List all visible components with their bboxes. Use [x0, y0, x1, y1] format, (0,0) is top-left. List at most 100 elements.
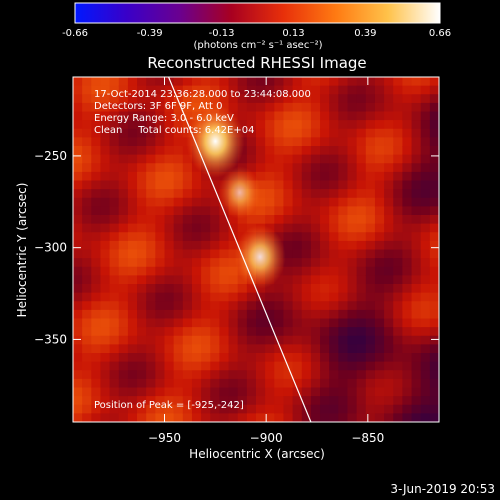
- heatmap-cell: [265, 404, 275, 414]
- heatmap-cell: [173, 413, 184, 422]
- heatmap-cell: [402, 275, 413, 285]
- heatmap-cell: [237, 335, 248, 345]
- heatmap-cell: [265, 327, 275, 337]
- heatmap-cell: [384, 189, 394, 199]
- heatmap-cell: [82, 266, 92, 276]
- heatmap-cell: [210, 197, 220, 207]
- heatmap-cell: [374, 284, 385, 294]
- heatmap-cell: [384, 163, 394, 173]
- heatmap-cell: [402, 85, 413, 95]
- heatmap-cell: [210, 284, 220, 294]
- heatmap-cell: [274, 370, 285, 380]
- heatmap-cell: [210, 189, 220, 199]
- heatmap-cell: [100, 370, 111, 380]
- heatmap-cell: [365, 85, 376, 95]
- heatmap-cell: [127, 284, 138, 294]
- heatmap-cell: [228, 404, 239, 414]
- heatmap-cell: [146, 370, 156, 380]
- heatmap-cell: [164, 396, 175, 406]
- heatmap-cell: [292, 94, 303, 104]
- heatmap-cell: [292, 249, 303, 259]
- heatmap-cell: [146, 189, 156, 199]
- heatmap-cell: [310, 258, 321, 268]
- heatmap-cell: [182, 189, 193, 199]
- heatmap-cell: [182, 171, 193, 182]
- heatmap-cell: [246, 154, 257, 164]
- heatmap-cell: [365, 206, 376, 216]
- heatmap-cell: [393, 189, 403, 199]
- heatmap-cell: [256, 378, 266, 389]
- heatmap-cell: [109, 120, 120, 130]
- heatmap-cell: [274, 171, 285, 182]
- heatmap-cell: [329, 292, 339, 302]
- heatmap-cell: [411, 85, 422, 95]
- heatmap-cell: [109, 180, 120, 190]
- heatmap-cell: [420, 85, 431, 95]
- heatmap-cell: [173, 335, 184, 345]
- heatmap-cell: [411, 344, 422, 354]
- heatmap-cell: [393, 223, 403, 233]
- heatmap-cell: [246, 215, 257, 225]
- heatmap-cell: [356, 77, 367, 87]
- heatmap-cell: [356, 387, 367, 397]
- heatmap-cell: [127, 85, 138, 95]
- heatmap-cell: [191, 353, 202, 363]
- heatmap-cell: [118, 197, 129, 207]
- heatmap-cell: [365, 413, 376, 422]
- heatmap-cell: [393, 344, 403, 354]
- heatmap-cell: [265, 387, 275, 397]
- emission-source: [186, 104, 245, 178]
- heatmap-cell: [301, 266, 312, 276]
- heatmap-cell: [182, 387, 193, 397]
- heatmap-cell: [137, 215, 147, 225]
- heatmap-cell: [73, 240, 83, 251]
- heatmap-cell: [191, 396, 202, 406]
- heatmap-cell: [164, 335, 175, 345]
- heatmap-cell: [201, 266, 211, 276]
- heatmap-cell: [182, 258, 193, 268]
- heatmap-cell: [310, 102, 321, 113]
- heatmap-cell: [201, 353, 211, 363]
- heatmap-cell: [411, 335, 422, 345]
- heatmap-cell: [347, 292, 358, 302]
- heatmap-cell: [274, 215, 285, 225]
- heatmap-cell: [365, 180, 376, 190]
- heatmap-cell: [365, 370, 376, 380]
- heatmap-cell: [356, 266, 367, 276]
- heatmap-cell: [82, 120, 92, 130]
- heatmap-cell: [320, 146, 330, 156]
- heatmap-cell: [91, 413, 102, 422]
- heatmap-cell: [338, 102, 349, 113]
- heatmap-cell: [320, 163, 330, 173]
- heatmap-cell: [265, 154, 275, 164]
- heatmap-cell: [237, 284, 248, 294]
- heatmap-cell: [91, 301, 102, 311]
- heatmap-cell: [146, 223, 156, 233]
- heatmap-cell: [146, 215, 156, 225]
- heatmap-cell: [91, 309, 102, 320]
- heatmap-cell: [265, 94, 275, 104]
- heatmap-cell: [256, 85, 266, 95]
- heatmap-cell: [246, 327, 257, 337]
- heatmap-cell: [301, 335, 312, 345]
- heatmap-cell: [182, 318, 193, 328]
- heatmap-cell: [118, 292, 129, 302]
- heatmap-cell: [201, 318, 211, 328]
- heatmap-cell: [292, 111, 303, 121]
- heatmap-cell: [384, 120, 394, 130]
- heatmap-cell: [73, 137, 83, 147]
- heatmap-cell: [384, 137, 394, 147]
- heatmap-cell: [320, 154, 330, 164]
- heatmap-cell: [420, 180, 431, 190]
- heatmap-cell: [228, 258, 239, 268]
- heatmap-cell: [228, 335, 239, 345]
- heatmap-cell: [118, 309, 129, 320]
- heatmap-cell: [310, 327, 321, 337]
- heatmap-cell: [365, 215, 376, 225]
- heatmap-cell: [365, 361, 376, 371]
- heatmap-cell: [118, 206, 129, 216]
- heatmap-cell: [365, 266, 376, 276]
- heatmap-cell: [256, 309, 266, 320]
- heatmap-cell: [320, 413, 330, 422]
